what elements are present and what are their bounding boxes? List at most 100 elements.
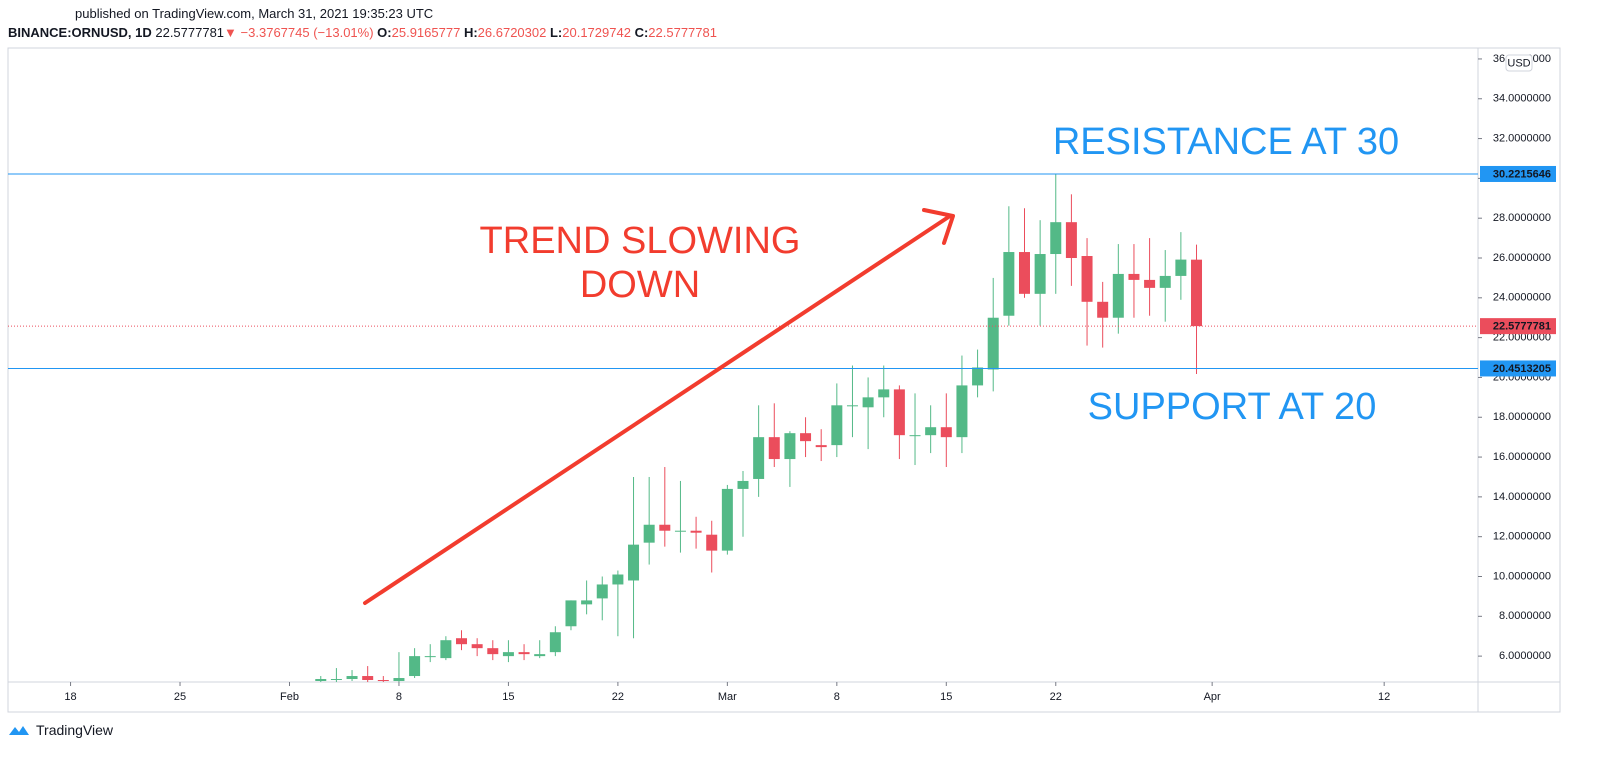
candle-body	[846, 405, 858, 407]
candle-body	[440, 640, 452, 659]
chart-frame	[7, 47, 1561, 713]
candle-body	[502, 652, 514, 657]
trend-arrowhead	[922, 208, 955, 245]
chart: 6.0000000 8.0000000 10.0000000 12.0000000 14…	[7, 47, 1561, 713]
candle-body	[424, 656, 436, 658]
last-price-label: 22.5777781	[1493, 321, 1551, 333]
change-arrow: ▼	[224, 25, 237, 40]
level-label: 20.4513205	[1493, 363, 1551, 375]
x-tick-label: 22	[1050, 691, 1062, 703]
annotation: DOWN	[580, 264, 700, 306]
annotation: SUPPORT AT 20	[1088, 386, 1377, 428]
symbol: BINANCE:ORNUSD, 1D	[8, 25, 152, 40]
candle-body	[330, 679, 342, 681]
candle-body	[549, 632, 561, 653]
logo	[9, 726, 29, 735]
candle-body	[1065, 222, 1077, 259]
currency-badge	[1505, 54, 1533, 72]
y-tick-label: 18.0000000	[1493, 411, 1551, 423]
y-tick-label: 22.0000000	[1493, 332, 1551, 344]
ohlc-value: 22.5777781	[648, 25, 717, 40]
ohlc-value: 20.1729742	[562, 25, 631, 40]
candle-body	[940, 427, 952, 438]
candle-body	[1097, 301, 1109, 318]
annotation: RESISTANCE AT 30	[1053, 121, 1399, 163]
x-tick-label: Mar	[718, 691, 737, 703]
candle-body	[831, 405, 843, 446]
candle-body	[487, 648, 499, 655]
y-tick-label: 6.0000000	[1499, 650, 1551, 662]
brand: TradingView	[36, 722, 114, 738]
x-tick-label: 22	[612, 691, 624, 703]
candle-body	[862, 397, 874, 408]
candle-body	[659, 524, 671, 531]
candle-body	[893, 389, 905, 436]
x-tick-label: 8	[396, 691, 402, 703]
candle-body	[518, 652, 530, 655]
ohlc-label: C:	[634, 25, 649, 40]
candle-body	[565, 600, 577, 627]
published-note: published on TradingView.com, March 31, …	[75, 6, 434, 21]
candle-body	[1159, 275, 1171, 288]
candle-body	[800, 433, 812, 442]
ohlc-value: 25.9165777	[391, 25, 461, 40]
x-tick-label: Feb	[280, 691, 299, 703]
symbol-legend: BINANCE:ORNUSD, 1D 22.5777781 ▼ −3.376774…	[8, 25, 717, 40]
candle-body	[674, 530, 686, 532]
x-tick-label: 15	[940, 691, 952, 703]
trend-arrow	[363, 214, 952, 605]
change: −3.3767745 (−13.01%)	[240, 25, 374, 40]
candle-body	[596, 584, 608, 599]
currency-label: USD	[1507, 57, 1530, 69]
candle-body	[1034, 254, 1046, 294]
candle-body	[1003, 252, 1015, 316]
level-box	[1480, 165, 1556, 182]
x-tick-label: 15	[502, 691, 514, 703]
candle-body	[706, 534, 718, 551]
candle-body	[581, 600, 593, 605]
candle-body	[815, 445, 827, 448]
candle-body	[925, 427, 937, 436]
plot: 6.0000000 8.0000000 10.0000000 12.0000000 14…	[8, 53, 1556, 703]
candle-body	[362, 676, 374, 681]
candle-body	[1112, 273, 1124, 318]
candle-body	[1191, 259, 1203, 327]
footer: TradingView	[8, 722, 113, 738]
y-tick-label: 8.0000000	[1499, 610, 1551, 622]
ohlc-value: 26.6720302	[477, 25, 547, 40]
candle-body	[721, 488, 733, 551]
candle-body	[987, 317, 999, 370]
candle-body	[409, 656, 421, 677]
y-tick-label: 24.0000000	[1493, 292, 1551, 304]
candle-body	[1144, 279, 1156, 288]
candle-body	[972, 367, 984, 386]
candle-body	[1081, 256, 1093, 302]
ohlc-label: H:	[463, 25, 478, 40]
candle-body	[346, 676, 358, 680]
candle-body	[737, 480, 749, 489]
last-price-box	[1480, 318, 1556, 335]
y-tick-label: 12.0000000	[1493, 531, 1551, 543]
x-tick-label: Apr	[1204, 691, 1221, 703]
x-tick-label: 8	[834, 691, 840, 703]
y-tick-label: 34.0000000	[1493, 93, 1551, 105]
y-tick-label: 32.0000000	[1493, 132, 1551, 144]
candle-body	[1128, 273, 1140, 280]
candle-body	[909, 435, 921, 437]
candle-body	[690, 530, 702, 533]
candle-body	[612, 574, 624, 585]
x-tick-label: 25	[174, 691, 186, 703]
ohlc-label: L:	[549, 25, 563, 40]
candle-body	[956, 385, 968, 438]
annotation: TREND SLOWING	[480, 220, 801, 262]
candle-body	[784, 433, 796, 460]
y-tick-label: 26.0000000	[1493, 252, 1551, 264]
y-tick-label: 10.0000000	[1493, 570, 1551, 582]
candle-body	[753, 437, 765, 479]
candle-body	[534, 654, 546, 657]
y-tick-label: 14.0000000	[1493, 491, 1551, 503]
candle-body	[643, 524, 655, 543]
candle-body	[393, 678, 405, 682]
candle-body	[878, 389, 890, 398]
y-tick-label: 28.0000000	[1493, 212, 1551, 224]
